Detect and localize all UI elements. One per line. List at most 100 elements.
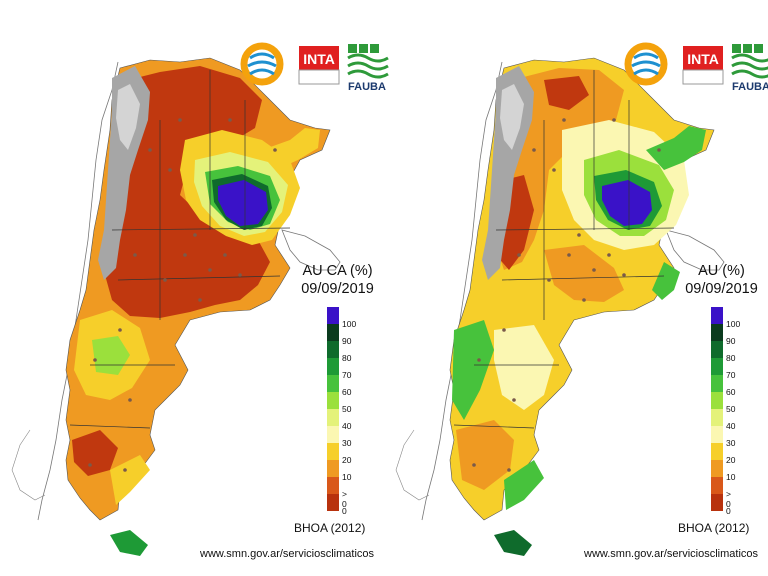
buenos-aires-green bbox=[652, 262, 680, 300]
legend-swatch-50 bbox=[711, 392, 723, 409]
map-title: AU CA (%) bbox=[302, 263, 373, 279]
svg-text:FAUBA: FAUBA bbox=[348, 81, 386, 93]
tierra-del-fuego bbox=[494, 530, 532, 556]
model-label: BHOA (2012) bbox=[678, 521, 750, 535]
legend-tick: 30 bbox=[726, 438, 736, 448]
soil-water-map-left bbox=[11, 57, 341, 556]
legend-tick: 90 bbox=[726, 336, 736, 346]
institution-logos: INTA FAUBA bbox=[240, 42, 389, 93]
institution-logos: INTA FAUBA bbox=[624, 42, 768, 93]
legend-tick: 0 bbox=[726, 506, 731, 516]
legend-swatch-90 bbox=[327, 324, 339, 341]
model-label: BHOA (2012) bbox=[294, 521, 366, 535]
legend-tick: > 0 bbox=[726, 489, 731, 509]
source-url: www.smn.gov.ar/serviciosclimaticos bbox=[200, 548, 375, 560]
fauba-logo: FAUBA bbox=[347, 44, 389, 93]
south-yellow bbox=[110, 455, 150, 505]
smn-logo bbox=[624, 42, 668, 86]
legend-swatch-100 bbox=[711, 307, 723, 324]
patagonia-pale bbox=[494, 325, 554, 410]
legend-swatch-10 bbox=[711, 460, 723, 477]
northeast-yellow bbox=[262, 128, 320, 168]
legend-swatch-gt0 bbox=[327, 477, 339, 494]
legend-swatch-20 bbox=[711, 443, 723, 460]
legend-tick: 100 bbox=[342, 319, 357, 329]
legend-swatch-10 bbox=[327, 460, 339, 477]
legend-swatch-80 bbox=[711, 341, 723, 358]
orange-zone-pampa bbox=[544, 245, 624, 302]
legend-tick: 0 bbox=[342, 506, 347, 516]
dry-zone bbox=[105, 66, 270, 318]
southern-islands bbox=[395, 429, 430, 501]
legend-tick: 50 bbox=[342, 404, 352, 414]
legend-tick: 10 bbox=[342, 472, 352, 482]
map-date: 09/09/2019 bbox=[301, 281, 374, 297]
legend-swatch-50 bbox=[327, 392, 339, 409]
legend-tick: 40 bbox=[726, 421, 736, 431]
legend-swatch-70 bbox=[711, 358, 723, 375]
legend-swatch-30 bbox=[327, 426, 339, 443]
legend-tick: 20 bbox=[726, 455, 736, 465]
legend-swatch-0 bbox=[327, 494, 339, 511]
legend-tick: 60 bbox=[726, 387, 736, 397]
west-patagonia-green bbox=[452, 320, 494, 420]
legend-tick: 20 bbox=[342, 455, 352, 465]
dry-pocket-north bbox=[544, 76, 589, 110]
orange-zone-south bbox=[456, 420, 514, 490]
legend-swatch-40 bbox=[711, 409, 723, 426]
map-date: 09/09/2019 bbox=[685, 281, 758, 297]
legend-tick: > 0 bbox=[342, 489, 347, 509]
legend-swatch-60 bbox=[711, 375, 723, 392]
province-borders bbox=[453, 70, 675, 429]
legend-tick: 70 bbox=[726, 370, 736, 380]
station-markers bbox=[472, 118, 661, 472]
source-url: www.smn.gov.ar/serviciosclimaticos bbox=[584, 548, 759, 560]
legend-tick: 80 bbox=[726, 353, 736, 363]
panel-au: INTA FAUBA AU (%) 09/09/2019 100 90 80 7… bbox=[384, 0, 768, 576]
svg-text:FAUBA: FAUBA bbox=[732, 81, 768, 93]
south-coast-green bbox=[504, 460, 544, 510]
legend-swatch-40 bbox=[327, 409, 339, 426]
andes-highlight bbox=[500, 84, 524, 150]
wet-core bbox=[218, 180, 268, 226]
legend-swatch-gt0 bbox=[711, 477, 723, 494]
station-markers bbox=[88, 118, 277, 472]
smn-logo bbox=[240, 42, 284, 86]
svg-text:INTA: INTA bbox=[687, 51, 719, 67]
map-title: AU (%) bbox=[698, 263, 745, 279]
legend-tick: 50 bbox=[726, 404, 736, 414]
inta-logo: INTA bbox=[298, 46, 340, 85]
northeast-green bbox=[646, 126, 706, 170]
southern-islands bbox=[11, 429, 46, 501]
legend-tick: 60 bbox=[342, 387, 352, 397]
soil-water-map-right bbox=[395, 57, 725, 556]
chile-coastline bbox=[37, 61, 119, 521]
legend-tick: 70 bbox=[342, 370, 352, 380]
legend-swatch-30 bbox=[711, 426, 723, 443]
svg-text:INTA: INTA bbox=[303, 51, 335, 67]
fauba-logo: FAUBA bbox=[731, 44, 768, 93]
south-dry-patch bbox=[72, 430, 118, 476]
uruguay-outline bbox=[665, 229, 725, 271]
legend-swatch-100 bbox=[327, 307, 339, 324]
chile-coastline bbox=[421, 61, 503, 521]
legend-tick: 90 bbox=[342, 336, 352, 346]
legend-tick: 100 bbox=[726, 319, 741, 329]
legend-tick: 10 bbox=[726, 472, 736, 482]
legend-swatch-80 bbox=[327, 341, 339, 358]
legend-tick: 40 bbox=[342, 421, 352, 431]
legend-swatch-70 bbox=[327, 358, 339, 375]
uruguay-outline bbox=[281, 229, 341, 271]
legend-swatch-20 bbox=[327, 443, 339, 460]
wet-core bbox=[602, 180, 652, 226]
inta-logo: INTA bbox=[682, 46, 724, 85]
legend-tick: 80 bbox=[342, 353, 352, 363]
legend-swatch-60 bbox=[327, 375, 339, 392]
legend-swatch-90 bbox=[711, 324, 723, 341]
andes-highlight bbox=[116, 84, 140, 150]
legend-tick: 30 bbox=[342, 438, 352, 448]
panel-au-ca: INTA FAUBA AU CA (%) 09/09/2019 100 90 8… bbox=[11, 42, 389, 560]
legend-swatch-0 bbox=[711, 494, 723, 511]
province-borders bbox=[69, 70, 291, 429]
tierra-del-fuego bbox=[110, 530, 148, 556]
